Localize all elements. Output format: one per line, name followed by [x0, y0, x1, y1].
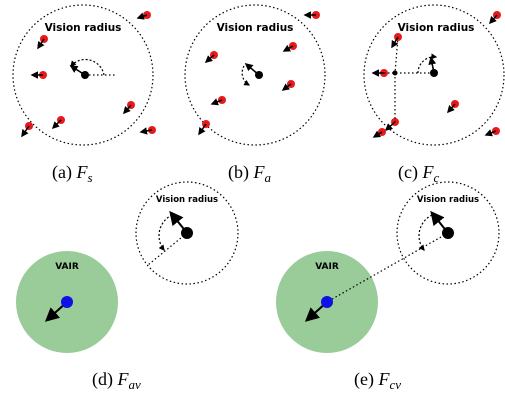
neighbor-agent: [384, 118, 399, 131]
svg-text:(b) Fa: (b) Fa: [228, 162, 272, 185]
focal-agent: [147, 210, 193, 266]
caption-prefix: (b): [228, 162, 249, 183]
caption-d: (d) Fav: [92, 369, 141, 392]
vair-label: VAIR: [315, 262, 339, 272]
vair-agent: [304, 296, 333, 322]
vision-radius-circle: [396, 181, 500, 285]
caption-subscript: av: [129, 377, 142, 392]
caption-prefix: (d): [92, 369, 113, 390]
neighbor-agent: [139, 126, 156, 135]
neighbor-agent: [484, 127, 500, 137]
caption-prefix: (a): [52, 162, 72, 183]
neighbor-agent: [198, 120, 210, 136]
neighbor-agent: [21, 122, 33, 138]
vision-radius-circle: [363, 4, 505, 146]
neighbor-agent: [204, 51, 218, 63]
svg-text:(e) Fcv: (e) Fcv: [354, 369, 401, 392]
panel-e: VAIR Vision radius: [276, 181, 500, 353]
vision-radius-label: Vision radius: [156, 195, 218, 205]
caption-subscript: s: [87, 170, 92, 185]
neighbor-agent: [371, 69, 388, 77]
neighbor-agent: [30, 71, 47, 79]
caption-prefix: (e): [354, 369, 374, 390]
vision-radius-label: Vision radius: [417, 195, 479, 205]
focal-agent: [241, 62, 263, 86]
neighbor-agent: [51, 116, 65, 130]
neighbor-agent: [489, 11, 501, 25]
caption-symbol: F: [377, 369, 390, 389]
caption-subscript: a: [265, 170, 272, 185]
neighbor-agent: [372, 128, 386, 138]
neighbor-agent: [281, 80, 295, 91]
neighbor-agent: [447, 100, 459, 114]
vision-radius-circle: [12, 4, 154, 146]
neighbor-agent: [391, 33, 402, 49]
panel-d: VAIR Vision radius: [16, 181, 239, 353]
focal-agent: [69, 58, 116, 79]
neighbor-agent: [136, 11, 151, 20]
caption-symbol: F: [117, 369, 130, 389]
neighbor-agent: [37, 35, 48, 50]
neighbor-agent: [123, 101, 135, 115]
caption-symbol: F: [421, 162, 434, 182]
neighbor-agent: [282, 42, 297, 52]
vision-radius-circle: [135, 181, 239, 285]
caption-symbol: F: [253, 162, 266, 182]
vision-radius-label: Vision radius: [45, 22, 122, 34]
vision-radius-label: Vision radius: [217, 22, 294, 34]
caption-subscript: cv: [389, 377, 401, 392]
svg-text:(a) Fs: (a) Fs: [52, 162, 93, 185]
vair-label: VAIR: [55, 262, 79, 272]
caption-symbol: F: [75, 162, 88, 182]
svg-text:(d) Fav: (d) Fav: [92, 369, 141, 392]
caption-a: (a) Fs: [52, 162, 93, 185]
caption-prefix: (c): [398, 162, 418, 183]
vision-radius-circle: [184, 4, 326, 146]
svg-text:(c) Fc: (c) Fc: [398, 162, 439, 185]
caption-b: (b) Fa: [228, 162, 272, 185]
neighbor-agent: [210, 96, 226, 106]
caption-subscript: c: [433, 170, 439, 185]
panel-c: Vision radius: [363, 4, 505, 146]
focal-agent: [326, 210, 454, 303]
vair-agent: [44, 296, 73, 322]
panel-b: Vision radius: [184, 4, 326, 146]
focal-agent: [384, 36, 438, 122]
caption-e: (e) Fcv: [354, 369, 401, 392]
caption-c: (c) Fc: [398, 162, 439, 185]
neighbor-agent: [303, 11, 320, 19]
panel-a: Vision radius: [12, 4, 156, 146]
vision-radius-label: Vision radius: [398, 22, 475, 34]
